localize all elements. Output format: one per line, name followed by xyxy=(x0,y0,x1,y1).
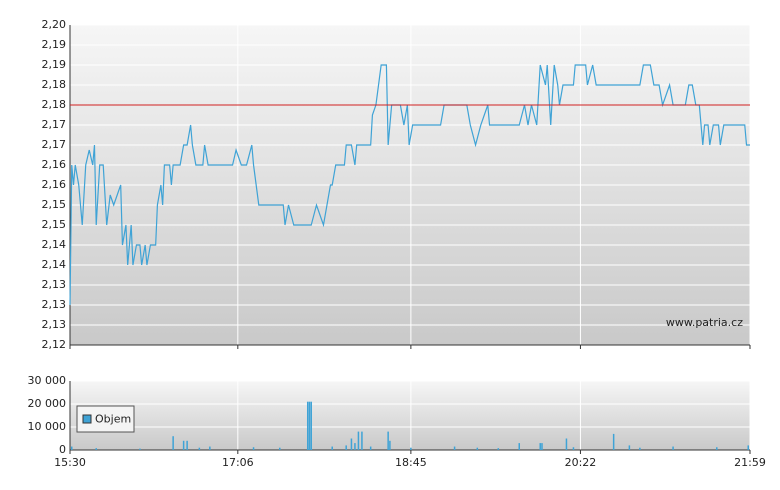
volume-bar xyxy=(369,446,372,450)
y-tick-label: 2,18 xyxy=(42,98,67,111)
volume-bar xyxy=(387,431,389,450)
volume-bar xyxy=(357,431,360,450)
annotation: www.patria.cz xyxy=(666,316,743,329)
y-tick-label: 2,15 xyxy=(42,218,67,231)
volume-bar xyxy=(310,401,312,450)
volume-bar xyxy=(628,445,631,450)
legend-label: Objem xyxy=(95,413,131,426)
y-tick-label: 30 000 xyxy=(28,374,67,387)
plot-area xyxy=(70,381,750,450)
y-tick-label: 2,16 xyxy=(42,158,67,171)
volume-bar xyxy=(139,448,141,450)
x-tick-label: 21:59 xyxy=(734,456,766,469)
y-tick-label: 2,13 xyxy=(42,318,67,331)
volume-bar xyxy=(252,447,255,450)
y-tick-label: 2,20 xyxy=(42,18,67,31)
price-line xyxy=(69,64,750,306)
y-tick-label: 2,17 xyxy=(42,118,67,131)
volume-bar xyxy=(279,447,281,450)
volume-bar xyxy=(172,436,174,450)
volume-bar xyxy=(672,446,674,450)
y-tick-label: 2,16 xyxy=(42,178,67,191)
volume-bar xyxy=(345,445,347,450)
y-tick-label: 2,12 xyxy=(42,338,67,351)
x-tick-label: 18:45 xyxy=(395,456,427,469)
volume-bar xyxy=(476,447,479,450)
volume-bar xyxy=(209,446,211,450)
y-tick-label: 20 000 xyxy=(28,397,67,410)
y-tick-label: 2,13 xyxy=(42,298,67,311)
volume-bar xyxy=(747,445,750,450)
y-tick-label: 2,19 xyxy=(42,38,67,51)
volume-bar xyxy=(639,447,641,450)
y-tick-label: 10 000 xyxy=(28,420,67,433)
y-tick-label: 2,19 xyxy=(42,58,67,71)
y-tick-label: 2,15 xyxy=(42,198,67,211)
volume-bar xyxy=(518,443,521,450)
volume-bar xyxy=(410,447,412,450)
x-tick-label: 17:06 xyxy=(222,456,254,469)
volume-bar xyxy=(198,447,201,450)
y-tick-label: 2,13 xyxy=(42,278,67,291)
volume-bar xyxy=(453,446,456,450)
volume-bar xyxy=(354,443,356,450)
volume-bar xyxy=(306,401,309,450)
y-tick-label: 2,14 xyxy=(42,238,67,251)
volume-bar xyxy=(361,431,363,450)
volume-bar xyxy=(565,438,568,450)
volume-bar xyxy=(186,440,188,450)
volume-bar xyxy=(70,446,73,450)
volume-bar xyxy=(331,446,333,450)
legend-swatch xyxy=(82,414,92,424)
y-tick-label: 0 xyxy=(59,443,66,456)
volume-bar xyxy=(95,448,97,450)
y-tick-label: 2,14 xyxy=(42,258,67,271)
volume-bar xyxy=(350,438,353,450)
volume-bar xyxy=(308,401,311,450)
volume-bar xyxy=(572,447,575,450)
x-tick-label: 20:22 xyxy=(565,456,597,469)
x-tick-label: 15:30 xyxy=(54,456,86,469)
y-tick-label: 2,17 xyxy=(42,138,67,151)
volume-bar xyxy=(389,440,391,450)
volume-bar xyxy=(612,433,615,450)
volume-bar xyxy=(182,440,185,450)
volume-bar xyxy=(497,448,500,450)
volume-bar xyxy=(541,443,543,450)
y-tick-label: 2,18 xyxy=(42,78,67,91)
volume-bar xyxy=(716,447,718,450)
volume-bar xyxy=(539,443,541,450)
